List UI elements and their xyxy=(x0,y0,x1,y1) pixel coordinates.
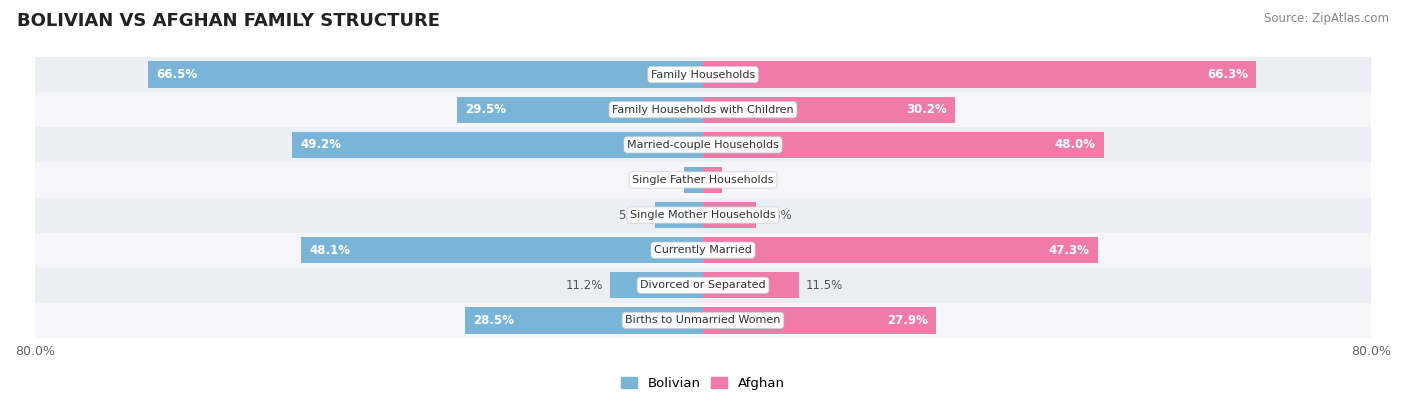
Bar xyxy=(35,57,1371,92)
Bar xyxy=(148,62,703,88)
Text: 2.3%: 2.3% xyxy=(647,173,678,186)
Bar xyxy=(703,237,1098,263)
Text: 2.3%: 2.3% xyxy=(728,173,759,186)
Text: 6.3%: 6.3% xyxy=(762,209,792,222)
Text: 48.1%: 48.1% xyxy=(309,244,352,257)
Bar xyxy=(35,127,1371,162)
Bar xyxy=(465,307,703,333)
Bar xyxy=(703,202,755,228)
Text: Source: ZipAtlas.com: Source: ZipAtlas.com xyxy=(1264,12,1389,25)
Legend: Bolivian, Afghan: Bolivian, Afghan xyxy=(616,372,790,395)
Text: 48.0%: 48.0% xyxy=(1054,138,1095,151)
Text: 29.5%: 29.5% xyxy=(465,103,506,116)
Text: 30.2%: 30.2% xyxy=(905,103,946,116)
Text: Married-couple Households: Married-couple Households xyxy=(627,140,779,150)
Text: Single Father Households: Single Father Households xyxy=(633,175,773,185)
Bar xyxy=(35,233,1371,268)
Text: Births to Unmarried Women: Births to Unmarried Women xyxy=(626,315,780,325)
Bar xyxy=(457,96,703,123)
Bar xyxy=(35,198,1371,233)
Bar xyxy=(35,303,1371,338)
Bar xyxy=(35,268,1371,303)
Bar xyxy=(703,132,1104,158)
Text: Family Households with Children: Family Households with Children xyxy=(612,105,794,115)
Text: 49.2%: 49.2% xyxy=(301,138,342,151)
Text: 66.5%: 66.5% xyxy=(156,68,197,81)
Bar xyxy=(292,132,703,158)
Text: Currently Married: Currently Married xyxy=(654,245,752,255)
Bar xyxy=(703,62,1257,88)
Bar xyxy=(703,167,723,193)
Text: 11.5%: 11.5% xyxy=(806,279,844,292)
Text: 66.3%: 66.3% xyxy=(1208,68,1249,81)
Text: 5.8%: 5.8% xyxy=(619,209,648,222)
Bar xyxy=(609,272,703,299)
Text: Divorced or Separated: Divorced or Separated xyxy=(640,280,766,290)
Bar xyxy=(35,92,1371,127)
Bar xyxy=(35,162,1371,198)
Text: BOLIVIAN VS AFGHAN FAMILY STRUCTURE: BOLIVIAN VS AFGHAN FAMILY STRUCTURE xyxy=(17,12,440,30)
Bar xyxy=(655,202,703,228)
Bar xyxy=(703,307,936,333)
Bar xyxy=(703,272,799,299)
Bar xyxy=(301,237,703,263)
Text: 28.5%: 28.5% xyxy=(474,314,515,327)
Bar xyxy=(683,167,703,193)
Bar xyxy=(703,96,955,123)
Text: 27.9%: 27.9% xyxy=(887,314,928,327)
Text: 11.2%: 11.2% xyxy=(565,279,603,292)
Text: 47.3%: 47.3% xyxy=(1049,244,1090,257)
Text: Single Mother Households: Single Mother Households xyxy=(630,210,776,220)
Text: Family Households: Family Households xyxy=(651,70,755,80)
